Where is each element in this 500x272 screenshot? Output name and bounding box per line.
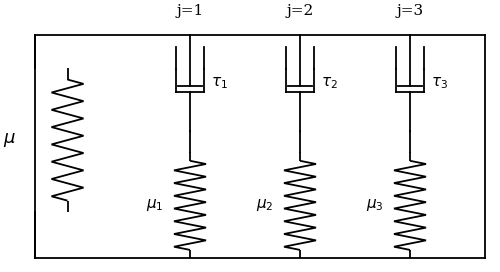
Text: $\tau_3$: $\tau_3$ xyxy=(431,75,448,91)
Text: $\mu_3$: $\mu_3$ xyxy=(366,197,384,213)
Text: j=1: j=1 xyxy=(176,4,204,18)
Text: j=2: j=2 xyxy=(286,4,314,18)
Text: $\tau_1$: $\tau_1$ xyxy=(212,75,228,91)
Text: $\mu_2$: $\mu_2$ xyxy=(256,197,274,213)
Text: $\mu_1$: $\mu_1$ xyxy=(146,197,164,213)
Text: j=3: j=3 xyxy=(396,4,423,18)
Text: $\tau_2$: $\tau_2$ xyxy=(321,75,338,91)
Text: $\mu$: $\mu$ xyxy=(2,131,16,149)
